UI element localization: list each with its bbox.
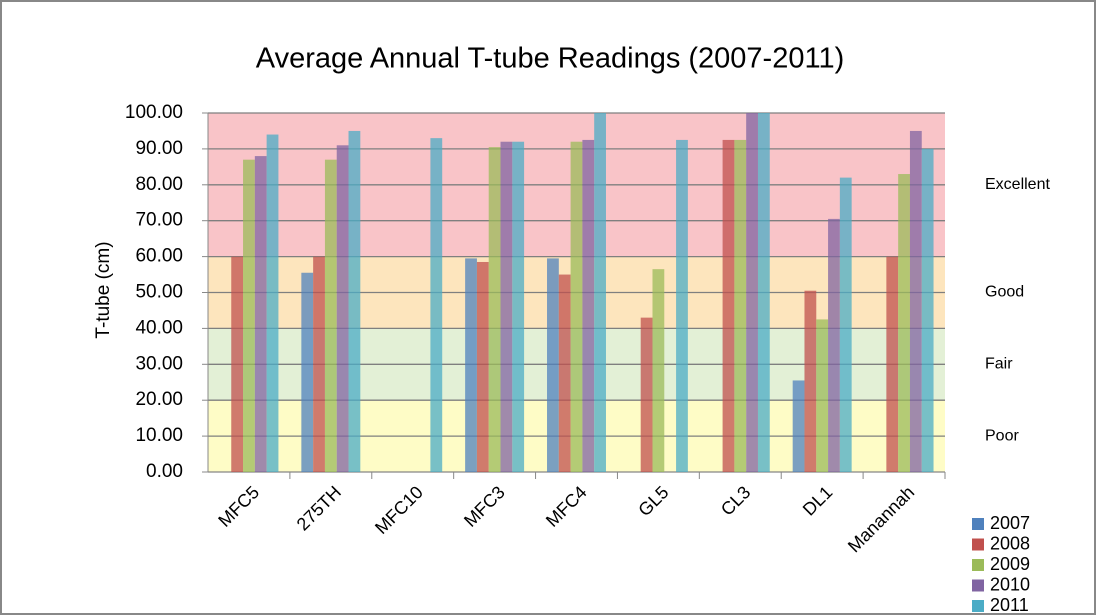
bar [898,174,910,472]
y-tick-label: 20.00 [135,389,183,410]
bar [839,177,852,472]
legend-label: 2007 [990,513,1030,533]
y-tick-label: 40.00 [135,317,183,338]
bar [570,141,583,472]
legend-swatch [972,600,984,612]
legend-swatch [972,559,984,571]
bar [313,256,325,472]
band-label: Poor [985,427,1019,444]
bar [676,139,688,473]
bar [324,159,337,473]
band-label: Fair [985,356,1013,373]
bar [582,139,595,473]
y-tick-label: 30.00 [135,353,183,374]
legend-label: 2008 [990,533,1030,553]
bar [558,274,571,472]
bar [500,141,513,472]
bar [909,130,922,472]
bar [734,139,747,473]
bar [488,147,501,473]
legend-swatch [972,579,984,592]
bar [792,380,805,472]
chart-title: Average Annual T-tube Readings (2007-201… [256,43,844,75]
y-tick-label: 80.00 [135,174,183,195]
bar [266,134,279,473]
bar [348,130,361,472]
bar [816,319,829,472]
y-tick-label: 60.00 [135,246,183,267]
y-tick-label: 50.00 [135,282,183,303]
bar [336,145,349,472]
bar [512,141,525,472]
y-tick-label: 100.00 [125,102,183,123]
bar [547,258,559,472]
bar [921,148,934,472]
bar [640,317,653,472]
bar [722,139,735,473]
legend-swatch [972,518,984,530]
bar [746,113,758,472]
bar [231,256,244,472]
legend-label: 2009 [990,554,1030,574]
bar [804,290,817,472]
y-tick-label: 10.00 [135,425,183,446]
bar [757,113,770,472]
band-label: Excellent [985,176,1050,193]
y-tick-label: 0.00 [146,461,183,482]
legend-label: 2010 [990,574,1030,594]
legend-label: 2011 [990,595,1029,615]
bar [476,261,489,472]
bar [243,159,255,473]
bar [465,258,477,472]
bar [301,272,314,472]
legend-swatch [972,538,984,551]
y-tick-label: 70.00 [135,210,183,231]
bar [254,156,267,472]
bar [886,256,899,472]
bar [430,138,443,472]
bar [594,113,606,472]
bar [828,218,840,472]
y-axis-label: T-tube (cm) [93,241,114,338]
band-label: Good [985,284,1024,301]
bar [652,269,665,472]
y-tick-label: 90.00 [135,138,183,159]
